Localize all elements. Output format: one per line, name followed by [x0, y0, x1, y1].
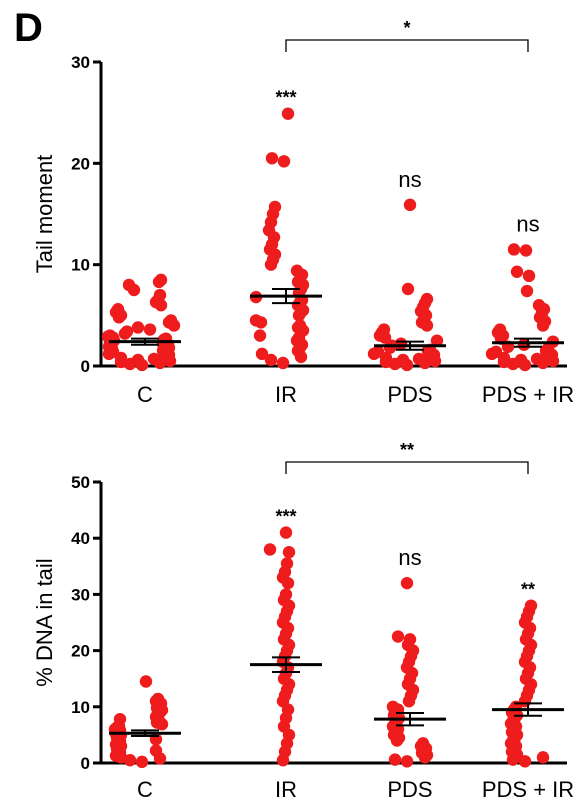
- data-point: [265, 152, 279, 165]
- data-point: [147, 352, 161, 366]
- significance-label: ***: [275, 88, 296, 108]
- data-point: [400, 755, 414, 768]
- data-point: [120, 325, 134, 338]
- y-tick-label: 10: [71, 698, 90, 717]
- data-point: [532, 299, 546, 312]
- data-point: [131, 321, 145, 334]
- y-tick-label: 20: [71, 154, 90, 173]
- y-axis-label: % DNA in tail: [32, 558, 57, 686]
- data-point: [396, 353, 410, 367]
- data-point: [151, 692, 165, 706]
- data-point: [420, 292, 434, 306]
- significance-label: ns: [516, 211, 539, 236]
- data-point: [371, 345, 385, 359]
- data-point: [281, 107, 295, 120]
- data-point: [520, 284, 534, 298]
- y-tick-label: 0: [81, 357, 90, 376]
- x-tick-label: PDS: [387, 382, 432, 407]
- data-point: [280, 557, 294, 570]
- data-point: [510, 265, 524, 278]
- data-point: [394, 337, 408, 350]
- data-point: [530, 352, 544, 366]
- x-tick-label: PDS + IR: [482, 382, 574, 407]
- data-point: [139, 675, 153, 688]
- data-point: [522, 269, 536, 283]
- y-tick-label: 50: [71, 473, 90, 492]
- data-point: [536, 751, 550, 764]
- data-point: [277, 155, 291, 168]
- data-point: [279, 526, 293, 539]
- y-tick-label: 10: [71, 256, 90, 275]
- panel-label: D: [14, 6, 43, 50]
- data-point: [263, 543, 277, 556]
- data-point: [255, 347, 269, 361]
- data-point: [430, 334, 444, 347]
- x-tick-label: IR: [275, 382, 297, 407]
- y-tick-label: 0: [81, 754, 90, 773]
- data-point: [388, 753, 402, 766]
- data-point: [135, 755, 149, 769]
- data-point: [386, 700, 400, 713]
- data-point: [122, 278, 136, 292]
- data-point: [493, 323, 507, 336]
- y-tick-label: 40: [71, 529, 90, 548]
- y-axis-label: Tail moment: [32, 155, 57, 274]
- data-point: [131, 353, 145, 367]
- data-point: [416, 737, 430, 750]
- x-tick-label: PDS + IR: [482, 777, 574, 802]
- data-point: [276, 356, 290, 370]
- data-point: [282, 546, 296, 559]
- significance-label: ***: [275, 507, 296, 527]
- data-point: [111, 303, 125, 316]
- data-point: [164, 314, 178, 327]
- data-point: [403, 633, 417, 646]
- data-point: [401, 282, 415, 296]
- data-point: [293, 319, 307, 332]
- y-tick-label: 30: [71, 53, 90, 72]
- data-point: [143, 323, 157, 336]
- data-point: [154, 273, 168, 287]
- y-tick-label: 20: [71, 642, 90, 661]
- data-point: [412, 352, 426, 366]
- data-point: [249, 314, 263, 327]
- data-point: [403, 198, 417, 212]
- data-point: [290, 264, 304, 277]
- data-point: [524, 599, 538, 612]
- data-point: [264, 353, 278, 367]
- data-point: [377, 323, 391, 336]
- data-point: [153, 288, 167, 302]
- comparison-bracket: [285, 461, 529, 474]
- data-point: [103, 329, 117, 342]
- data-point: [268, 200, 282, 214]
- data-point: [391, 630, 405, 643]
- data-point: [253, 329, 267, 342]
- significance-label: ns: [398, 545, 421, 570]
- significance-label: **: [521, 580, 535, 600]
- data-point: [400, 576, 414, 590]
- x-tick-label: C: [137, 382, 153, 407]
- y-tick-label: 30: [71, 585, 90, 604]
- data-point: [489, 345, 503, 359]
- data-point: [149, 744, 163, 757]
- data-point: [514, 353, 528, 367]
- x-tick-label: IR: [275, 777, 297, 802]
- x-tick-label: PDS: [387, 777, 432, 802]
- comparison-bracket: [285, 39, 529, 52]
- data-point: [519, 244, 533, 257]
- data-point: [279, 588, 293, 601]
- comparison-label: *: [403, 18, 410, 38]
- significance-label: ns: [398, 167, 421, 192]
- x-tick-label: C: [137, 777, 153, 802]
- comparison-label: **: [400, 440, 414, 460]
- data-point: [113, 712, 127, 726]
- data-point: [507, 243, 521, 256]
